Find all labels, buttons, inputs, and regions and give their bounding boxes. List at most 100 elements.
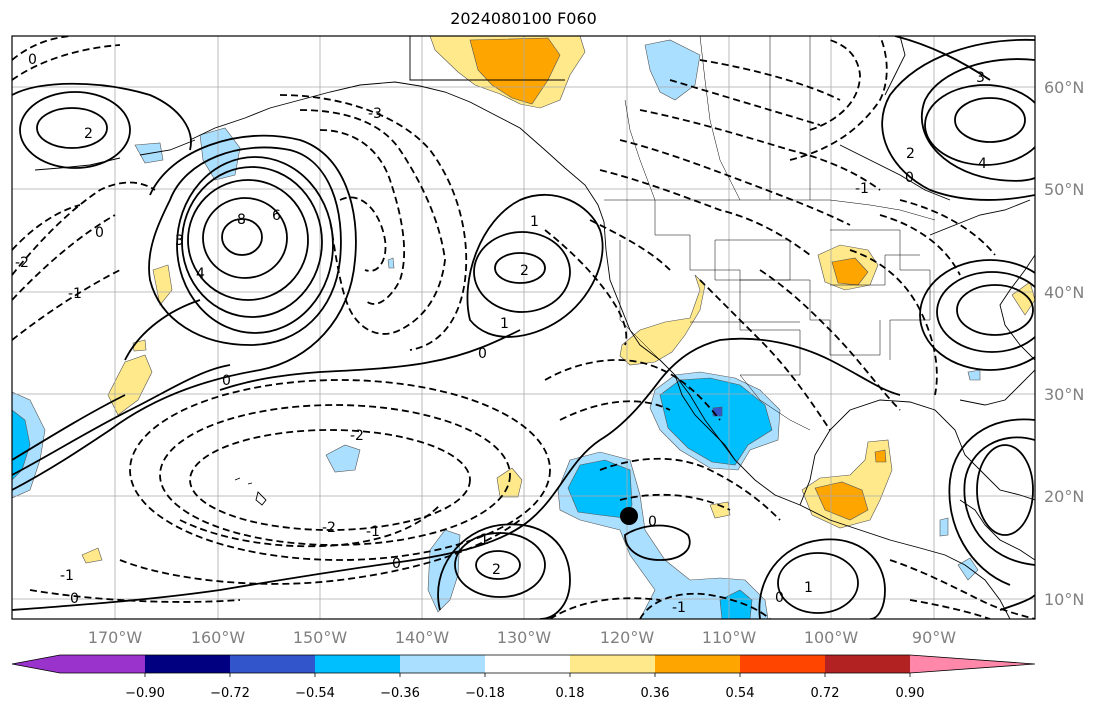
shade-positive [469,37,561,105]
contour-label: 0 [648,514,657,530]
state-borders [604,36,936,431]
map-frame [11,35,1036,620]
colorbar-segment [315,655,400,673]
contour-label: 2 [492,562,501,578]
contour-label: 0 [775,590,784,606]
contour-label: 1 [500,316,509,332]
shade-negative [199,127,241,181]
graticule [12,36,1035,619]
contour-label: 1 [480,532,489,548]
x-tick-label: 150°W [293,628,348,647]
colorbar-segment [400,655,485,673]
x-tick-label: 130°W [497,628,552,647]
contour-label: -1 [672,600,686,616]
contour-label: -2 [15,255,29,271]
shade-negative [659,377,773,466]
colorbar-segment [740,655,825,673]
contour-label: -1 [366,524,380,540]
shade-positive [1011,281,1035,316]
colorbar-segment [485,655,570,673]
x-tick-label: 160°W [191,628,246,647]
y-tick-label: 20°N [1044,487,1084,506]
contour-label: 0 [70,591,79,607]
colorbar-label: −0.36 [380,686,420,701]
contour-label: -1 [68,286,82,302]
x-tick-label: 90°W [912,628,956,647]
colorbar-extend-high [910,655,1035,673]
shade-positive [496,467,523,498]
shade-negative [939,517,949,537]
contour-label: 8 [237,212,246,228]
colorbar-label: −0.72 [210,686,250,701]
contour-label: 0 [905,170,914,186]
map-title: 2024080100 F060 [450,9,597,28]
contour-label: -2 [350,428,364,444]
shade-positive [831,257,869,286]
x-tick-label: 170°W [88,628,143,647]
shade-positive [619,274,706,366]
contour-label: 2 [520,263,529,279]
contour-label: 1 [530,214,539,230]
contour-label: 4 [196,266,205,282]
shade-negative [719,589,753,619]
solid-contours [12,36,1035,619]
colorbar-label: 0.18 [556,686,585,701]
colorbar-label: 0.36 [641,686,670,701]
shade-negative [567,459,633,519]
x-axis-ticks: 170°W 160°W 150°W 140°W 130°W 120°W 110°… [88,628,956,647]
x-tick-label: 110°W [702,628,757,647]
colorbar-label: 0.72 [811,686,840,701]
contour-label: 2 [906,146,915,162]
contour-label: 0 [392,556,401,572]
contour-label: 3 [976,70,985,86]
location-marker [620,507,638,525]
contour-label: 0 [222,373,231,389]
shade-positive [81,547,103,564]
contour-label: 6 [272,208,281,224]
x-tick-label: 140°W [395,628,450,647]
shade-negative [134,142,164,164]
contour-label: 4 [978,156,987,172]
y-tick-label: 10°N [1044,590,1084,609]
contour-label: 0 [95,225,104,241]
coastlines [34,36,1035,619]
shading-layer [12,36,1035,619]
contour-label: 1 [804,580,813,596]
colorbar-label: 0.90 [896,686,925,701]
contour-label: -1 [855,181,869,197]
x-tick-label: 120°W [600,628,655,647]
colorbar-segment [825,655,910,673]
shade-positive [814,481,869,521]
shade-negative [12,409,31,481]
y-tick-label: 60°N [1044,78,1084,97]
y-tick-label: 40°N [1044,283,1084,302]
colorbar-segment [230,655,315,673]
shade-positive [874,449,887,463]
colorbar-outline [11,654,1036,674]
contour-label: 3 [175,233,184,249]
shade-positive [709,501,731,519]
map-plot-area: 0 2 -2 -1 8 6 4 3 -3 0 1 2 1 0 -2 -1 0 1… [12,36,1035,619]
contour-label: 2 [84,126,93,142]
contour-label: -1 [60,568,74,584]
contour-label: 0 [28,52,37,68]
x-tick-label: 100°W [804,628,859,647]
shade-negative [325,444,361,473]
colorbar-label: 0.54 [726,686,755,701]
shade-positive [152,264,173,306]
contour-label: -2 [322,520,336,536]
shade-negative [712,406,723,417]
colorbar-label: −0.18 [465,686,505,701]
contour-labels: 0 2 -2 -1 8 6 4 3 -3 0 1 2 1 0 -2 -1 0 1… [15,52,987,616]
contour-label: -3 [368,106,382,122]
colorbar-segment [145,655,230,673]
colorbar-segment [655,655,740,673]
shade-negative [387,257,395,269]
y-axis-ticks: 60°N 50°N 40°N 30°N 20°N 10°N [1044,78,1084,609]
contour-label: 0 [478,346,487,362]
y-tick-label: 50°N [1044,180,1084,199]
colorbar-label: −0.90 [125,686,165,701]
colorbar: −0.90 −0.72 −0.54 −0.36 −0.18 0.18 0.36 … [11,654,1036,701]
colorbar-label: −0.54 [295,686,335,701]
